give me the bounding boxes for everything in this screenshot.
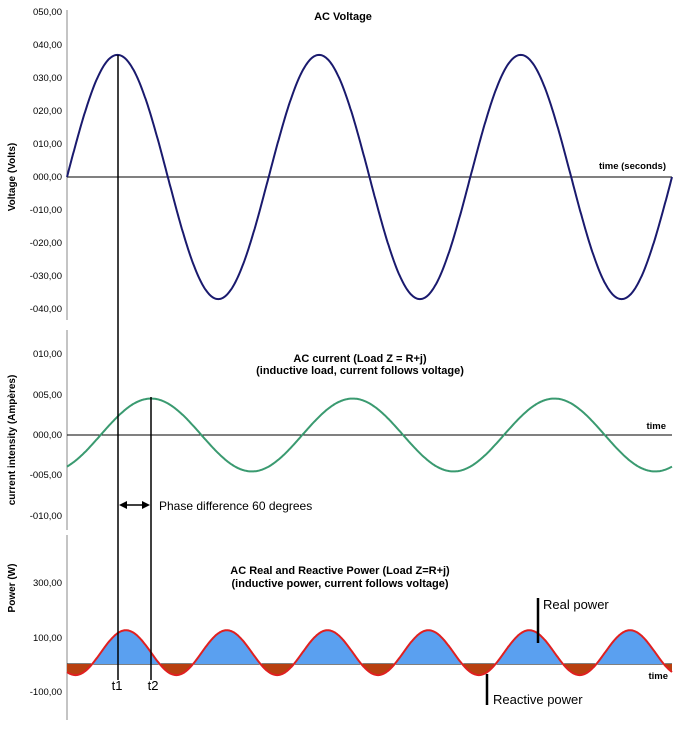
voltage-tick-label: -030,00 (30, 271, 62, 282)
t1-label: t1 (112, 678, 123, 693)
voltage-series-line (66, 53, 673, 301)
phase-difference-label: Phase difference 60 degrees (159, 499, 312, 513)
phase-arrow-left-head (119, 501, 127, 509)
voltage-y-ticks: 050,00 040,00 030,00 020,00 010,00 000,0… (30, 7, 62, 315)
voltage-tick-label: 010,00 (33, 139, 62, 150)
power-tick-label: 300,00 (33, 578, 62, 589)
power-series-line (66, 629, 673, 677)
voltage-x-label: time (seconds) (599, 161, 666, 172)
power-y-ticks: 300,00 100,00 -100,00 (30, 578, 62, 698)
power-chart-subtitle: (inductive power, current follows voltag… (232, 578, 449, 590)
power-chart-title: AC Real and Reactive Power (Load Z=R+j) (230, 565, 450, 577)
power-y-label: Power (W) (7, 564, 18, 613)
voltage-tick-label: 040,00 (33, 40, 62, 51)
power-tick-label: 100,00 (33, 633, 62, 644)
current-series-line (66, 397, 673, 473)
t2-label: t2 (148, 678, 159, 693)
voltage-tick-label: -020,00 (30, 238, 62, 249)
voltage-y-label: Voltage (Volts) (7, 143, 18, 212)
current-tick-label: -005,00 (30, 470, 62, 481)
current-tick-label: 010,00 (33, 349, 62, 360)
power-tick-label: -100,00 (30, 687, 62, 698)
current-x-label: time (646, 421, 666, 432)
current-chart-title: AC current (Load Z = R+j) (293, 353, 427, 365)
voltage-tick-label: 050,00 (33, 7, 62, 18)
voltage-tick-label: -010,00 (30, 205, 62, 216)
voltage-tick-label: 030,00 (33, 73, 62, 84)
real-power-area (67, 630, 672, 664)
real-power-label: Real power (543, 597, 609, 612)
reactive-power-label: Reactive power (493, 692, 583, 707)
current-tick-label: 005,00 (33, 390, 62, 401)
voltage-tick-label: -040,00 (30, 304, 62, 315)
reactive-power-area (67, 664, 672, 676)
current-chart-subtitle: (inductive load, current follows voltage… (256, 365, 464, 377)
voltage-tick-label: 020,00 (33, 106, 62, 117)
voltage-chart-title: AC Voltage (314, 11, 372, 23)
power-x-label: time (648, 671, 668, 682)
current-tick-label: -010,00 (30, 511, 62, 522)
phase-arrow-right-head (142, 501, 150, 509)
current-y-ticks: 010,00 005,00 000,00 -005,00 -010,00 (30, 349, 62, 522)
voltage-tick-label: 000,00 (33, 172, 62, 183)
current-y-label: current intensity (Ampères) (7, 375, 18, 506)
current-tick-label: 000,00 (33, 430, 62, 441)
